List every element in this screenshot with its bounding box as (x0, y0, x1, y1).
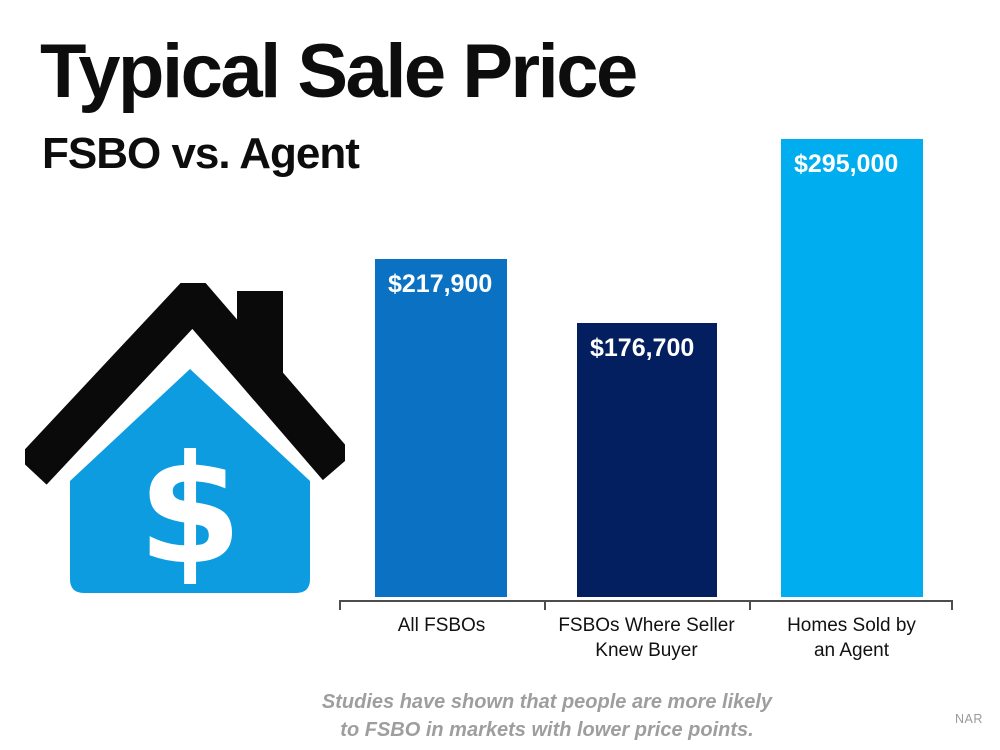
axis-tick (951, 602, 953, 610)
x-axis (339, 600, 953, 610)
footnote-line: Studies have shown that people are more … (321, 691, 773, 713)
footnote-line: to FSBO in markets with lower price poin… (340, 719, 754, 742)
bar-value-label: $217,900 (388, 270, 493, 298)
dollar-icon: $ (138, 424, 242, 598)
axis-tick (749, 602, 751, 610)
page-title: Typical Sale Price (40, 29, 638, 114)
category-label-line: an Agent (813, 639, 890, 661)
page-subtitle: FSBO vs. Agent (42, 129, 360, 178)
footnote: Studies have shown that people are more … (247, 688, 847, 745)
bar-all-fsbos: $217,900 (375, 259, 507, 597)
category-label-all-fsbos: All FSBOs (339, 614, 544, 639)
axis-tick (339, 602, 341, 610)
roof-shape (17, 269, 354, 485)
bar-value-label: $176,700 (590, 334, 695, 362)
category-label-line: FSBOs Where Seller (558, 615, 735, 636)
category-label-line: All FSBOs (397, 615, 486, 636)
category-label-homes-sold-by-an-agent: Homes Sold by an Agent (749, 614, 954, 663)
bar-value-label: $295,000 (794, 150, 899, 178)
bar-homes-sold-by-an-agent: $295,000 (781, 139, 923, 597)
axis-tick (544, 602, 546, 610)
bar-fsbos-where-seller-knew-buyer: $176,700 (577, 323, 717, 597)
category-label-line: Knew Buyer (595, 639, 698, 661)
category-label-line: Homes Sold by (787, 615, 916, 636)
category-label-fsbos-where-seller-knew-buyer: FSBOs Where Seller Knew Buyer (544, 614, 749, 663)
house-body-shape (70, 369, 310, 593)
house-dollar-icon: $ (17, 269, 354, 598)
house-dollar-svg: $ (17, 269, 354, 598)
source-label: NAR (955, 712, 983, 726)
